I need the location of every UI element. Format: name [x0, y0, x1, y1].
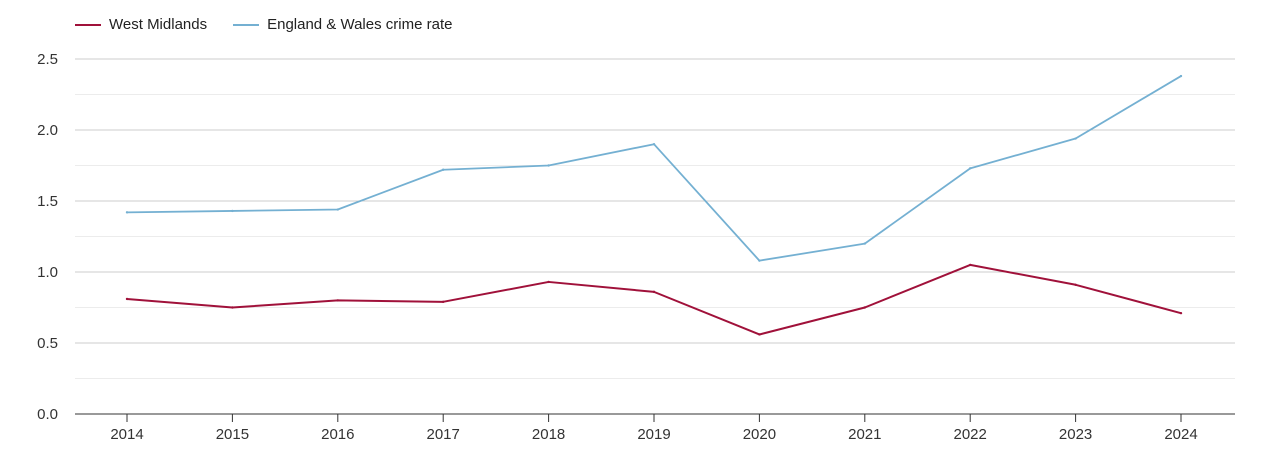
- data-point: [547, 280, 550, 284]
- x-tick-label: 2023: [1059, 426, 1092, 443]
- x-tick-label: 2014: [110, 426, 143, 443]
- data-point: [547, 164, 550, 167]
- x-tick-label: 2018: [532, 426, 565, 443]
- data-point: [969, 263, 972, 267]
- legend-swatch-west-midlands: [75, 23, 101, 26]
- data-point: [231, 209, 234, 213]
- x-tick-label: 2024: [1164, 426, 1197, 443]
- x-tick-label: 2015: [216, 426, 249, 443]
- legend-swatch-england-wales: [233, 23, 260, 26]
- data-point: [969, 167, 972, 170]
- data-point: [125, 297, 129, 301]
- data-point: [1179, 74, 1183, 78]
- data-point: [758, 333, 761, 336]
- data-point: [442, 168, 445, 171]
- y-tick-label: 2.0: [37, 122, 58, 139]
- data-point: [336, 208, 339, 211]
- x-tick-label: 2016: [321, 426, 354, 443]
- y-tick-label: 0.0: [37, 406, 58, 423]
- data-point: [863, 306, 866, 309]
- legend-item-england-wales[interactable]: England & Wales crime rate: [233, 16, 452, 33]
- data-point: [1074, 283, 1077, 286]
- data-point: [1179, 311, 1183, 315]
- x-tick-label: 2017: [427, 426, 460, 443]
- legend-label-england-wales: England & Wales crime rate: [267, 16, 453, 33]
- data-point: [652, 143, 656, 146]
- x-tick-label: 2021: [848, 426, 881, 443]
- legend: West Midlands England & Wales crime rate: [75, 16, 452, 33]
- y-tick-label: 0.5: [37, 335, 58, 352]
- data-point: [231, 306, 234, 309]
- legend-item-west-midlands[interactable]: West Midlands: [75, 16, 207, 33]
- x-tick-label: 2022: [954, 426, 987, 443]
- series-line-england-wales-crime-rate: [126, 75, 1182, 262]
- data-point: [442, 300, 445, 304]
- data-point: [652, 290, 656, 294]
- data-point: [1074, 137, 1077, 140]
- data-point: [758, 259, 761, 262]
- y-tick-label: 1.5: [37, 193, 58, 210]
- x-tick-label: 2019: [637, 426, 670, 443]
- x-tick-label: 2020: [743, 426, 776, 443]
- data-point: [125, 211, 129, 214]
- series-line-west-midlands: [126, 263, 1182, 336]
- data-point: [336, 299, 339, 302]
- legend-label-west-midlands: West Midlands: [109, 16, 208, 33]
- data-point: [863, 242, 866, 245]
- y-tick-label: 1.0: [37, 264, 58, 281]
- y-tick-label: 2.5: [37, 51, 58, 68]
